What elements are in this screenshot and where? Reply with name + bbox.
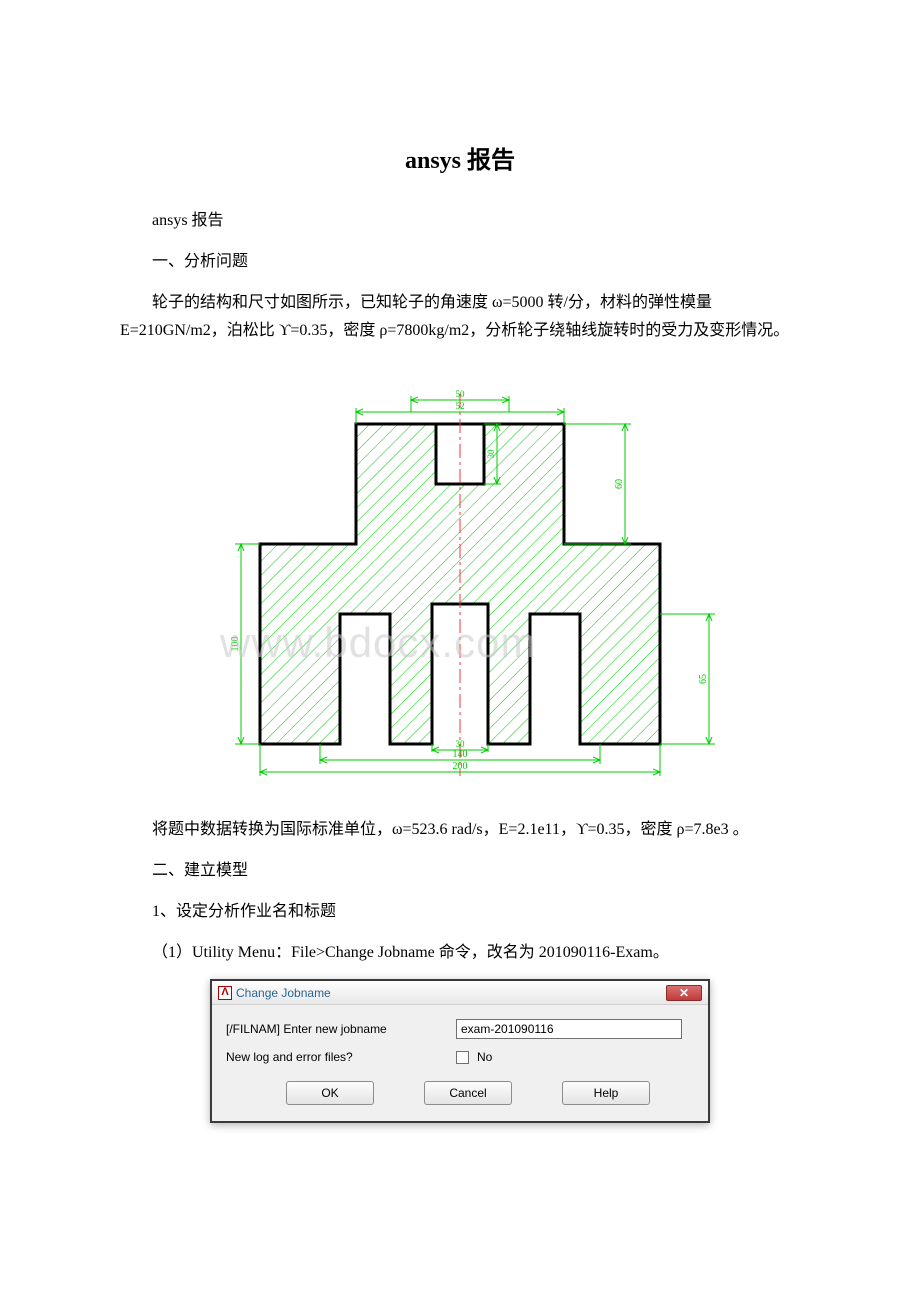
dim-100: 100: [230, 637, 241, 652]
cancel-button[interactable]: Cancel: [424, 1081, 512, 1105]
technical-drawing: 200 140 30 65 60 100: [120, 364, 800, 794]
ok-button[interactable]: OK: [286, 1081, 374, 1105]
step-1-sub: （1）Utility Menu：File>Change Jobname 命令，改…: [120, 939, 800, 968]
dialog-title: Change Jobname: [236, 986, 331, 1000]
section-1-heading: 一、分析问题: [120, 248, 800, 277]
dim-30v: 30: [486, 449, 496, 459]
dim-200: 200: [453, 761, 468, 772]
dim-50: 50: [456, 389, 466, 399]
change-jobname-dialog: Λ Change Jobname ✕ [/FILNAM] Enter new j…: [210, 979, 710, 1123]
dim-65: 65: [698, 674, 709, 684]
close-icon[interactable]: ✕: [666, 985, 702, 1001]
ansys-logo-icon: Λ: [218, 986, 232, 1000]
dialog-titlebar: Λ Change Jobname ✕: [212, 981, 708, 1005]
paragraph-problem: 轮子的结构和尺寸如图所示，已知轮子的角速度 ω=5000 转/分，材料的弹性模量…: [120, 289, 800, 347]
section-2-heading: 二、建立模型: [120, 857, 800, 886]
newlog-label: New log and error files?: [226, 1050, 456, 1064]
newlog-checkbox-text: No: [477, 1050, 492, 1064]
dim-52: 52: [456, 401, 465, 411]
jobname-label: [/FILNAM] Enter new jobname: [226, 1022, 456, 1036]
dim-140: 140: [453, 749, 468, 760]
step-1-heading: 1、设定分析作业名和标题: [120, 898, 800, 927]
paragraph-intro: ansys 报告: [120, 207, 800, 236]
page-title: ansys 报告: [120, 140, 800, 175]
jobname-input[interactable]: [456, 1019, 682, 1039]
dim-60: 60: [614, 479, 625, 489]
newlog-checkbox[interactable]: [456, 1051, 469, 1064]
dim-30h: 30: [456, 739, 466, 749]
help-button[interactable]: Help: [562, 1081, 650, 1105]
paragraph-conversion: 将题中数据转换为国际标准单位，ω=523.6 rad/s，E=2.1e11，ϒ=…: [120, 816, 800, 845]
